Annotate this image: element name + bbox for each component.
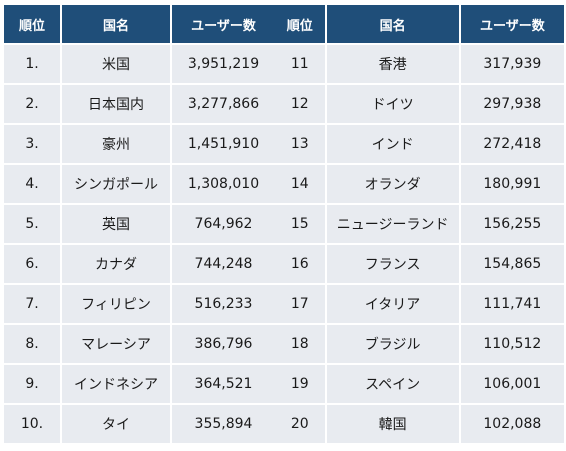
rank-cell: 3.: [4, 125, 60, 163]
users-cell: 764,962: [172, 205, 275, 243]
country-cell: インドネシア: [62, 365, 170, 403]
table-row: 11 香港 317,939: [275, 45, 564, 83]
table-row: 3. 豪州 1,451,910: [4, 125, 275, 163]
country-cell: 日本国内: [62, 85, 170, 123]
rank-cell: 15: [275, 205, 325, 243]
table-row: 19 スペイン 106,001: [275, 365, 564, 403]
table-row: 10. タイ 355,894: [4, 405, 275, 443]
rank-cell: 7.: [4, 285, 60, 323]
table-row: 12 ドイツ 297,938: [275, 85, 564, 123]
ranking-table-left: 順位 国名 ユーザー数 1. 米国 3,951,219 2. 日本国内 3,277,866…: [2, 3, 277, 445]
table-row: 5. 英国 764,962: [4, 205, 275, 243]
rank-cell: 1.: [4, 45, 60, 83]
table-row: 14 オランダ 180,991: [275, 165, 564, 203]
header-row: 順位 国名 ユーザー数: [275, 5, 564, 43]
country-cell: スペイン: [326, 365, 459, 403]
country-cell: 香港: [326, 45, 459, 83]
rank-cell: 8.: [4, 325, 60, 363]
country-cell: フランス: [326, 245, 459, 283]
users-cell: 3,277,866: [172, 85, 275, 123]
country-cell: ブラジル: [326, 325, 459, 363]
table-row: 2. 日本国内 3,277,866: [4, 85, 275, 123]
table-row: 18 ブラジル 110,512: [275, 325, 564, 363]
users-cell: 106,001: [460, 365, 564, 403]
country-cell: ドイツ: [326, 85, 459, 123]
country-cell: マレーシア: [62, 325, 170, 363]
users-cell: 317,939: [460, 45, 564, 83]
ranking-table-right: 順位 国名 ユーザー数 11 香港 317,939 12 ドイツ 297,938 13 インド…: [273, 3, 566, 445]
country-cell: フィリピン: [62, 285, 170, 323]
header-row: 順位 国名 ユーザー数: [4, 5, 275, 43]
table-row: 20 韓国 102,088: [275, 405, 564, 443]
users-cell: 102,088: [460, 405, 564, 443]
rank-cell: 5.: [4, 205, 60, 243]
table-row: 4. シンガポール 1,308,010: [4, 165, 275, 203]
users-cell: 3,951,219: [172, 45, 275, 83]
rank-cell: 14: [275, 165, 325, 203]
header-country: 国名: [62, 5, 170, 43]
table-row: 8. マレーシア 386,796: [4, 325, 275, 363]
country-cell: ニュージーランド: [326, 205, 459, 243]
country-cell: オランダ: [326, 165, 459, 203]
rows: 1. 米国 3,951,219 2. 日本国内 3,277,866 3. 豪州 1,451,91…: [4, 45, 275, 443]
users-cell: 1,451,910: [172, 125, 275, 163]
country-cell: カナダ: [62, 245, 170, 283]
table-row: 13 インド 272,418: [275, 125, 564, 163]
table-row: 16 フランス 154,865: [275, 245, 564, 283]
rank-cell: 12: [275, 85, 325, 123]
table-row: 1. 米国 3,951,219: [4, 45, 275, 83]
header-users: ユーザー数: [172, 5, 275, 43]
users-cell: 110,512: [460, 325, 564, 363]
country-cell: イタリア: [326, 285, 459, 323]
users-cell: 272,418: [460, 125, 564, 163]
rank-cell: 20: [275, 405, 325, 443]
country-cell: 米国: [62, 45, 170, 83]
users-cell: 1,308,010: [172, 165, 275, 203]
table-row: 6. カナダ 744,248: [4, 245, 275, 283]
rank-cell: 18: [275, 325, 325, 363]
users-cell: 364,521: [172, 365, 275, 403]
country-cell: タイ: [62, 405, 170, 443]
header-users: ユーザー数: [460, 5, 564, 43]
country-cell: 韓国: [326, 405, 459, 443]
table-row: 7. フィリピン 516,233: [4, 285, 275, 323]
users-cell: 355,894: [172, 405, 275, 443]
rank-cell: 10.: [4, 405, 60, 443]
rank-cell: 4.: [4, 165, 60, 203]
users-cell: 744,248: [172, 245, 275, 283]
table-row: 17 イタリア 111,741: [275, 285, 564, 323]
country-cell: インド: [326, 125, 459, 163]
users-cell: 516,233: [172, 285, 275, 323]
rank-cell: 6.: [4, 245, 60, 283]
users-cell: 180,991: [460, 165, 564, 203]
users-cell: 297,938: [460, 85, 564, 123]
table-row: 15 ニュージーランド 156,255: [275, 205, 564, 243]
users-cell: 386,796: [172, 325, 275, 363]
users-cell: 156,255: [460, 205, 564, 243]
rank-cell: 2.: [4, 85, 60, 123]
country-cell: シンガポール: [62, 165, 170, 203]
rank-cell: 19: [275, 365, 325, 403]
header-country: 国名: [326, 5, 459, 43]
rank-cell: 11: [275, 45, 325, 83]
table-row: 9. インドネシア 364,521: [4, 365, 275, 403]
users-cell: 111,741: [460, 285, 564, 323]
rank-cell: 9.: [4, 365, 60, 403]
header-rank: 順位: [275, 5, 325, 43]
country-cell: 英国: [62, 205, 170, 243]
country-cell: 豪州: [62, 125, 170, 163]
rank-cell: 17: [275, 285, 325, 323]
rank-cell: 16: [275, 245, 325, 283]
rows: 11 香港 317,939 12 ドイツ 297,938 13 インド 272,418 14 オラン…: [275, 45, 564, 443]
users-cell: 154,865: [460, 245, 564, 283]
header-rank: 順位: [4, 5, 60, 43]
rank-cell: 13: [275, 125, 325, 163]
